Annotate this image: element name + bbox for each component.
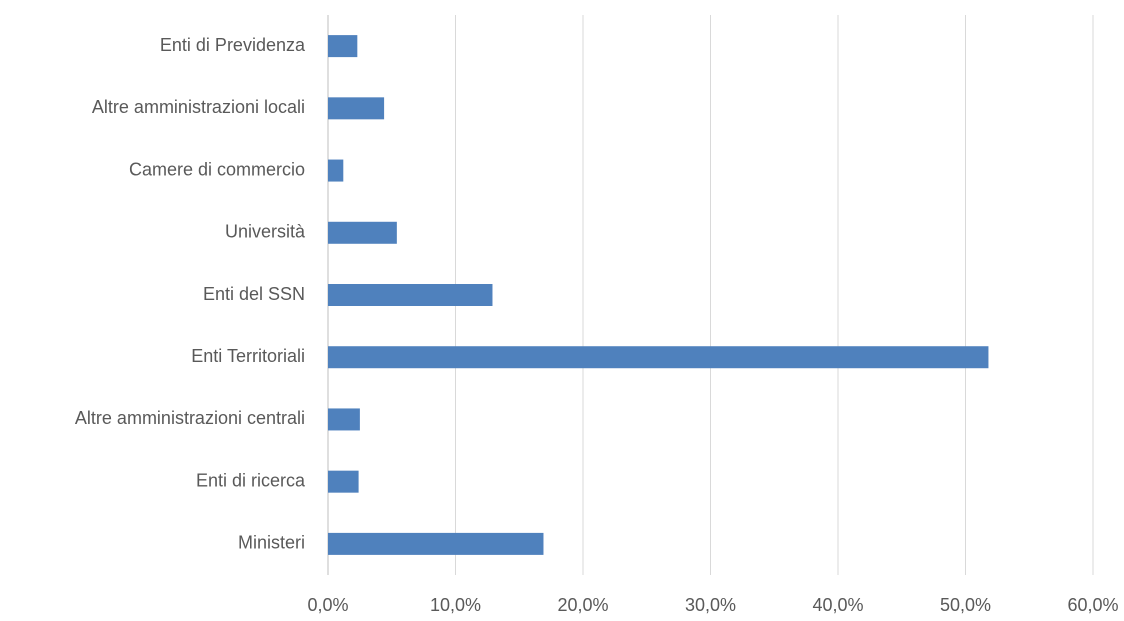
x-tick-label: 50,0% (940, 595, 991, 615)
bar (328, 532, 544, 555)
x-tick-label: 10,0% (430, 595, 481, 615)
y-tick-label: Enti Territoriali (191, 346, 305, 366)
x-tick-label: 30,0% (685, 595, 736, 615)
y-tick-label: Enti di Previdenza (160, 35, 306, 55)
bar (328, 97, 385, 120)
y-tick-label: Altre amministrazioni centrali (75, 408, 305, 428)
y-tick-label: Altre amministrazioni locali (92, 97, 305, 117)
y-tick-label: Enti di ricerca (196, 470, 306, 490)
y-tick-label: Camere di commercio (129, 159, 305, 179)
bar (328, 346, 989, 369)
y-tick-label: Università (225, 222, 306, 242)
y-tick-label: Enti del SSN (203, 284, 305, 304)
bar (328, 35, 358, 58)
x-tick-label: 40,0% (812, 595, 863, 615)
bar (328, 284, 493, 306)
x-tick-label: 60,0% (1067, 595, 1118, 615)
bar (328, 470, 359, 493)
bar (328, 159, 344, 182)
x-tick-label: 20,0% (557, 595, 608, 615)
x-tick-label: 0,0% (307, 595, 348, 615)
y-tick-label: Ministeri (238, 533, 305, 553)
bar (328, 221, 397, 244)
bar (328, 408, 360, 431)
